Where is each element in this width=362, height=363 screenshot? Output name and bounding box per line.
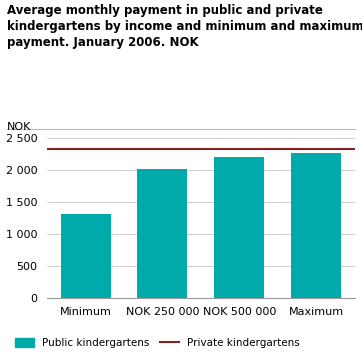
Legend: Public kindergartens, Private kindergartens: Public kindergartens, Private kindergart… — [15, 338, 300, 348]
Bar — [291, 153, 341, 298]
Bar — [138, 168, 188, 298]
Bar — [214, 157, 264, 298]
Text: Average monthly payment in public and private
kindergartens by income and minimu: Average monthly payment in public and pr… — [7, 4, 362, 49]
Bar — [60, 214, 110, 298]
Text: NOK: NOK — [7, 122, 31, 132]
